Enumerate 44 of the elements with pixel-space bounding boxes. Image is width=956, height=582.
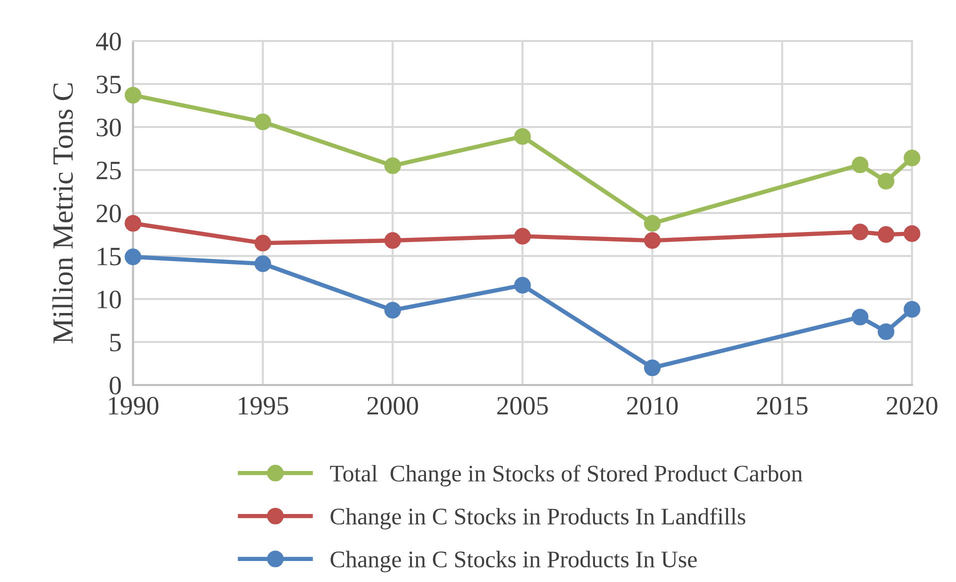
y-tick-label: 30 [96, 118, 121, 136]
point [904, 150, 920, 166]
point [514, 276, 531, 294]
point [254, 234, 272, 252]
point [878, 172, 894, 190]
point [852, 224, 868, 240]
point [254, 114, 272, 130]
point [124, 214, 142, 232]
point [904, 225, 920, 242]
point [514, 128, 531, 145]
y-tick-label: 20 [96, 204, 121, 222]
point [124, 86, 142, 104]
y-tick-label: 0 [110, 376, 121, 394]
x-tick-label: 2020 [886, 396, 938, 415]
legend-label: Change in C Stocks in Products In Landfills [330, 508, 746, 530]
point [904, 300, 920, 318]
x-tick-label: 2015 [756, 396, 808, 415]
point [644, 214, 661, 232]
x-tick-label: 2010 [627, 396, 678, 415]
x-tick-label: 1995 [238, 396, 288, 415]
y-tick-label: 5 [110, 334, 121, 352]
x-tick-label: 2005 [497, 396, 548, 415]
y-tick-label: 35 [96, 76, 121, 94]
legend-label: Change in C Stocks in Products In Use [330, 550, 697, 572]
y-tick-label: 40 [96, 32, 121, 50]
y-tick-label: 15 [98, 248, 121, 266]
point [878, 323, 894, 340]
x-tick-label: 2000 [367, 396, 418, 415]
point [384, 302, 401, 319]
point [514, 228, 531, 245]
x-tick-label: 1990 [108, 396, 158, 415]
point [124, 248, 142, 266]
point [644, 232, 661, 249]
point [254, 255, 272, 272]
y-tick-label: 25 [96, 162, 121, 180]
y-axis-title: Million Metric Tons C [52, 83, 73, 344]
point [384, 232, 401, 249]
point [852, 156, 868, 174]
point [644, 359, 661, 376]
y-tick-label: 10 [98, 290, 121, 308]
point [384, 157, 401, 174]
point [852, 308, 868, 326]
point [878, 226, 894, 243]
legend-label: Total Change in Stocks of Stored Product Carbon [330, 464, 802, 486]
